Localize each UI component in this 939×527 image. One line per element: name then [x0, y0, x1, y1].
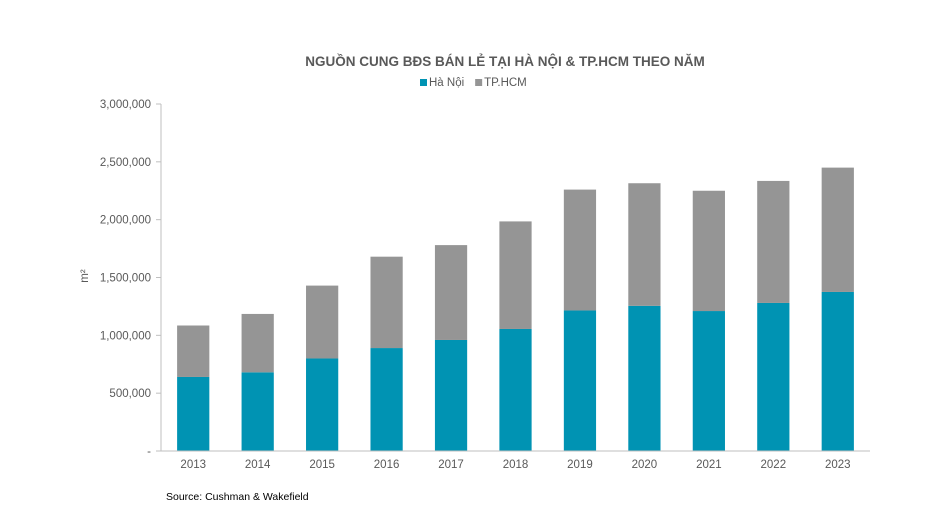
bar-ha-noi-2020	[628, 305, 661, 451]
x-tick-label: 2014	[245, 459, 271, 471]
y-tick-label: 1,500,000	[100, 273, 151, 285]
legend-swatch-tp-hcm	[475, 79, 483, 86]
bar-ha-noi-2017	[434, 339, 468, 451]
bar-ha-noi-2013	[177, 376, 210, 451]
bar-tp-hcm-2020	[628, 183, 661, 306]
y-tick-label: 2,000,000	[100, 215, 151, 227]
bar-tp-hcm-2022	[757, 180, 790, 303]
y-tick-label: 3,000,000	[100, 99, 151, 111]
y-axis-label: m²	[79, 269, 91, 283]
bar-tp-hcm-2023	[821, 167, 854, 292]
bar-ha-noi-2019	[563, 310, 597, 451]
bar-ha-noi-2015	[306, 358, 339, 451]
bar-ha-noi-2022	[757, 302, 790, 451]
bar-tp-hcm-2017	[434, 245, 468, 340]
y-tick-label: -	[147, 446, 151, 458]
bar-tp-hcm-2016	[370, 256, 403, 349]
bar-ha-noi-2018	[499, 328, 532, 451]
bar-ha-noi-2016	[370, 348, 403, 451]
bars	[177, 167, 854, 451]
legend-swatch-ha-noi	[420, 79, 427, 86]
y-tick-label: 1,000,000	[100, 330, 151, 342]
bar-tp-hcm-2015	[306, 285, 339, 359]
legend-label-ha-noi: Hà Nội	[429, 77, 464, 89]
x-tick-label: 2015	[309, 459, 335, 471]
x-tick-label: 2022	[761, 459, 787, 471]
bar-ha-noi-2014	[241, 372, 274, 451]
y-axis: - 500,000 1,000,000 1,500,000 2,000,000 2,500…	[100, 99, 162, 458]
bar-tp-hcm-2021	[692, 190, 725, 312]
bar-tp-hcm-2019	[563, 189, 597, 311]
bar-ha-noi-2021	[692, 311, 725, 451]
x-tick-label: 2018	[503, 459, 529, 471]
x-tick-label: 2013	[180, 459, 206, 471]
x-axis: 2013 2014 2015 2016 2017 2018 2019 2020 2021 2022…	[161, 450, 870, 471]
x-tick-label: 2017	[438, 459, 464, 471]
bar-tp-hcm-2018	[499, 221, 532, 329]
source-note: Source: Cushman & Wakefield	[166, 491, 309, 503]
bar-tp-hcm-2013	[177, 325, 210, 377]
x-tick-label: 2019	[567, 459, 593, 471]
x-tick-label: 2023	[825, 459, 851, 471]
bar-ha-noi-2023	[821, 291, 854, 451]
x-tick-label: 2016	[374, 459, 400, 471]
y-tick-label: 500,000	[109, 388, 151, 400]
legend: Hà Nội TP.HCM	[420, 77, 527, 89]
y-tick-label: 2,500,000	[100, 157, 151, 169]
x-tick-label: 2020	[632, 459, 658, 471]
chart-title: NGUỒN CUNG BĐS BÁN LẺ TẠI HÀ NỘI & TP.HC…	[305, 54, 705, 69]
bar-tp-hcm-2014	[241, 313, 274, 373]
x-tick-label: 2021	[696, 459, 722, 471]
legend-label-tp-hcm: TP.HCM	[484, 77, 527, 89]
